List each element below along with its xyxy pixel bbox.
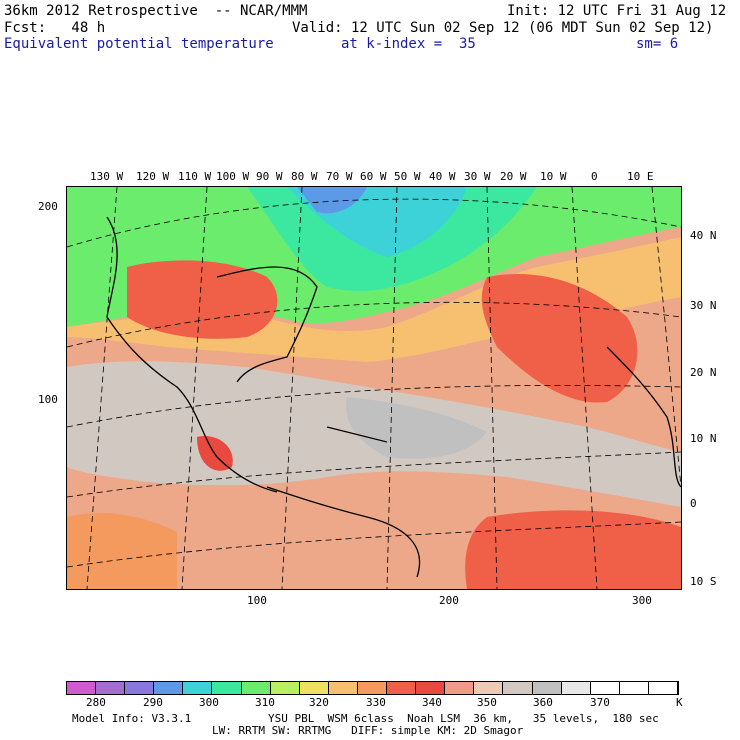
colorbar-swatch [387,682,417,694]
coastlines [106,216,681,578]
colorbar-swatch [416,682,446,694]
colorbar-swatch [96,682,126,694]
lon-label: 10 E [627,170,654,183]
lon-label: 130 W [90,170,124,183]
colorbar-swatch [299,682,329,694]
lat-label: 10 S [690,575,717,588]
grid-x-label: 100 [247,594,267,607]
lon-label: 20 W [500,170,527,183]
lon-label: 50 W [394,170,421,183]
colorbar-label: 340 [422,696,442,709]
graticule [67,187,681,589]
colorbar-swatch [183,682,213,694]
colorbar-swatch [445,682,475,694]
level-index: at k-index = 35 [341,36,476,52]
colorbar-swatch [212,682,242,694]
colorbar-label: 320 [309,696,329,709]
colorbar-label: 370 [590,696,610,709]
colorbar-label: 330 [366,696,386,709]
colorbar-swatch [474,682,504,694]
lon-label: 30 W [464,170,491,183]
lon-label: 80 W [291,170,318,183]
forecast-hour: Fcst: 48 h [4,20,106,36]
grid-y-label: 200 [38,200,58,213]
lon-label: 0 [591,170,598,183]
field-red-south [465,510,681,589]
lat-label: 0 [690,497,697,510]
field-blue-core [297,187,367,214]
lat-label: 20 N [690,366,717,379]
colorbar-swatch [648,682,678,694]
map-field-svg [67,187,681,589]
colorbar-swatch [532,682,562,694]
colorbar-swatch [561,682,591,694]
colorbar-swatch [241,682,271,694]
colorbar-swatch [590,682,620,694]
grid-x-label: 300 [632,594,652,607]
valid-time: Valid: 12 UTC Sun 02 Sep 12 (06 MDT Sun … [292,20,714,36]
model-info: Model Info: V3.3.1 [72,712,192,725]
colorbar-swatch [503,682,533,694]
lon-label: 70 W [326,170,353,183]
colorbar-swatch [357,682,388,694]
colorbar-label: 280 [86,696,106,709]
field-red-atlantic [481,273,638,403]
colorbar-swatch [67,682,97,694]
physics-info: YSU PBL WSM 6class Noah LSM 36 km, 35 le… [268,712,659,725]
lon-label: 60 W [360,170,387,183]
colorbar-label: 290 [143,696,163,709]
colorbar-swatch [154,682,184,694]
colorbar-swatch [125,682,155,694]
lon-label: 90 W [256,170,283,183]
radiation-info: LW: RRTM SW: RRTMG DIFF: simple KM: 2D S… [212,724,524,737]
theta-e-map [66,186,682,590]
grid-x-label: 200 [439,594,459,607]
field-gray-core [346,397,487,459]
colorbar-label: 310 [255,696,275,709]
colorbar-swatch [270,682,300,694]
lon-label: 100 W [216,170,250,183]
smoothing: sm= 6 [636,36,679,52]
lon-label: 40 W [429,170,456,183]
colorbar [66,681,679,695]
lat-label: 40 N [690,229,717,242]
lat-label: 10 N [690,432,717,445]
colorbar-swatch [619,682,649,694]
field-red-us [127,260,278,339]
field-name: Equivalent potential temperature [4,36,274,52]
lon-label: 10 W [540,170,567,183]
lon-label: 120 W [136,170,170,183]
colorbar-unit: K [676,696,683,709]
lon-label: 110 W [178,170,212,183]
colorbar-label: 360 [533,696,553,709]
lat-label: 30 N [690,299,717,312]
field-orange-southwest [67,512,177,589]
model-title: 36km 2012 Retrospective -- NCAR/MMM [4,3,308,19]
grid-y-label: 100 [38,393,58,406]
colorbar-label: 300 [199,696,219,709]
init-time: Init: 12 UTC Fri 31 Aug 12 [507,3,727,19]
colorbar-label: 350 [477,696,497,709]
colorbar-swatch [328,682,358,694]
